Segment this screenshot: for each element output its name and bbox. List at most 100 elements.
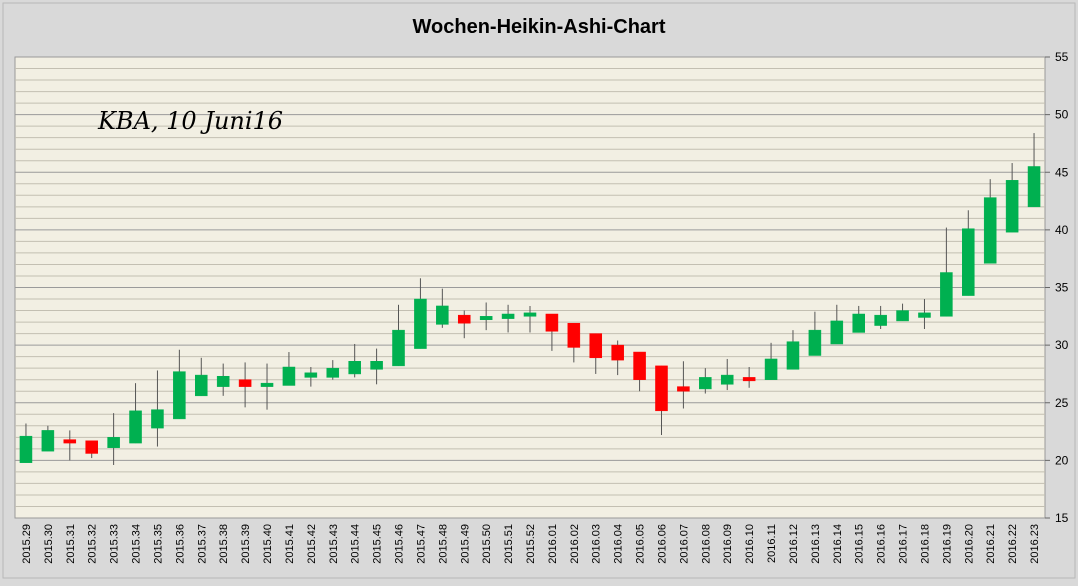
- x-tick-label: 2015.50: [481, 524, 493, 564]
- candle-body-up: [501, 313, 515, 319]
- candle-body-down: [545, 313, 559, 332]
- y-tick-label: 15: [1055, 511, 1069, 525]
- x-tick-label: 2016.06: [656, 524, 668, 564]
- candle-body-up: [370, 361, 383, 370]
- candle: [1027, 133, 1041, 208]
- x-tick-label: 2016.20: [963, 524, 975, 564]
- candle: [173, 349, 186, 420]
- y-tick-label: 35: [1055, 281, 1069, 295]
- candle-body-down: [457, 314, 471, 324]
- candle: [523, 305, 537, 333]
- x-tick-label: 2016.12: [788, 524, 800, 564]
- x-tick-label: 2016.03: [591, 524, 603, 564]
- candle-body-down: [611, 344, 624, 361]
- candle-body-down: [238, 379, 252, 387]
- candle-body-up: [392, 329, 405, 367]
- candle: [611, 340, 624, 376]
- candle: [677, 361, 690, 409]
- candle-body-down: [567, 322, 581, 348]
- candle: [216, 363, 230, 396]
- candle-body-down: [677, 386, 690, 392]
- y-tick-label: 20: [1055, 453, 1069, 467]
- candle: [545, 313, 559, 351]
- candle: [896, 303, 909, 322]
- y-tick-label: 25: [1055, 396, 1069, 410]
- candle: [589, 333, 603, 374]
- x-tick-label: 2016.11: [766, 524, 778, 563]
- x-tick-label: 2015.44: [350, 524, 362, 564]
- candle: [41, 425, 55, 452]
- candle: [918, 299, 931, 329]
- x-tick-label: 2016.19: [941, 524, 953, 564]
- chart-title: Wochen-Heikin-Ashi-Chart: [413, 16, 666, 38]
- candle-body-up: [282, 366, 296, 386]
- candle: [348, 343, 361, 378]
- candle-body-up: [173, 371, 186, 420]
- candle: [129, 383, 142, 444]
- candle: [414, 278, 427, 349]
- candle: [633, 351, 646, 392]
- candle: [282, 352, 296, 386]
- candle-body-up: [699, 377, 712, 390]
- candle: [19, 423, 33, 463]
- candle-body-up: [151, 409, 164, 429]
- x-tick-label: 2016.08: [700, 524, 712, 564]
- candle-body-down: [655, 365, 668, 412]
- candle-body-up: [808, 329, 822, 356]
- candle-body-up: [436, 305, 449, 325]
- x-tick-label: 2015.51: [503, 524, 515, 564]
- candle-body-up: [304, 372, 318, 378]
- candle-body-up: [260, 382, 274, 387]
- candle: [457, 310, 471, 339]
- x-tick-label: 2015.43: [328, 524, 340, 564]
- gridlines: [15, 68, 1045, 507]
- x-tick-label: 2016.09: [722, 524, 734, 564]
- y-tick-label: 55: [1055, 50, 1069, 64]
- candle: [238, 362, 252, 408]
- x-tick-label: 2015.31: [65, 524, 77, 564]
- x-tick-label: 2015.38: [218, 524, 230, 564]
- candle: [436, 288, 449, 328]
- candle-body-up: [523, 312, 537, 317]
- candle: [764, 342, 778, 380]
- candle-body-up: [129, 410, 142, 444]
- candle-body-up: [852, 313, 866, 333]
- candle: [720, 358, 734, 391]
- candle-body-down: [742, 377, 756, 382]
- x-tick-label: 2015.45: [372, 524, 384, 564]
- x-tick-label: 2015.36: [174, 524, 186, 564]
- candle: [983, 179, 997, 264]
- x-tick-label: 2015.47: [415, 524, 427, 564]
- candle: [655, 365, 668, 436]
- candle: [85, 440, 98, 459]
- candle-body-up: [195, 374, 208, 397]
- candle-body-up: [720, 374, 734, 385]
- candle-body-up: [896, 310, 909, 322]
- candle-body-up: [962, 228, 975, 296]
- candle: [479, 302, 493, 331]
- candle-body-down: [633, 351, 646, 380]
- candle: [874, 305, 887, 329]
- candle: [1005, 163, 1019, 233]
- candle-body-up: [41, 430, 55, 452]
- x-tick-label: 2015.34: [131, 524, 143, 564]
- x-tick-label: 2016.13: [810, 524, 822, 564]
- x-tick-label: 2016.23: [1029, 524, 1041, 564]
- candle-body-up: [414, 298, 427, 349]
- candle-body-up: [479, 316, 493, 321]
- candle: [63, 430, 77, 461]
- chart-annotation: KBA, 10 Juni16: [97, 107, 283, 135]
- x-tick-label: 2015.30: [43, 524, 55, 564]
- x-tick-label: 2015.37: [196, 524, 208, 564]
- candle-body-up: [874, 314, 887, 326]
- x-tick-label: 2015.39: [240, 524, 252, 564]
- y-tick-label: 50: [1055, 108, 1069, 122]
- candle-body-up: [216, 375, 230, 387]
- x-tick-label: 2015.52: [525, 524, 537, 564]
- x-tick-label: 2015.35: [152, 524, 164, 564]
- candle: [107, 413, 120, 465]
- candle: [808, 311, 822, 356]
- candle-body-up: [1027, 166, 1041, 208]
